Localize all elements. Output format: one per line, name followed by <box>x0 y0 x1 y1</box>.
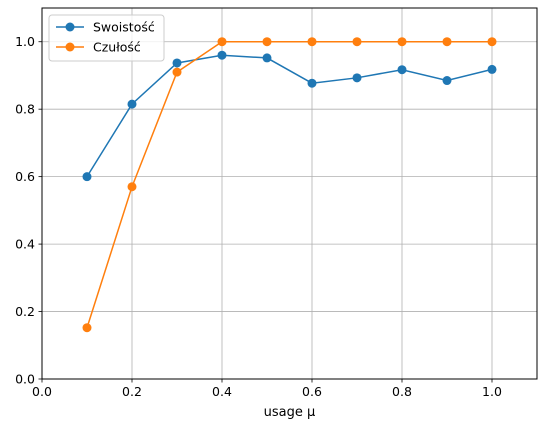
data-point <box>352 37 362 47</box>
x-axis-label: usage μ <box>264 405 316 420</box>
data-point <box>217 50 227 60</box>
y-tick-label: 0.2 <box>15 304 35 319</box>
legend-label: Swoistość <box>93 20 155 35</box>
plot-frame <box>41 7 538 380</box>
data-point <box>487 64 497 74</box>
y-tick-label: 0.8 <box>15 102 35 117</box>
x-tick-label: 0.8 <box>392 384 412 399</box>
legend-label: Czułość <box>93 40 141 55</box>
data-series <box>82 37 497 333</box>
data-point <box>307 37 317 47</box>
data-point <box>487 37 497 47</box>
data-point <box>127 99 137 109</box>
data-point <box>127 182 137 192</box>
series-line <box>86 54 493 178</box>
legend-item: Czułość <box>56 40 141 55</box>
x-tick-label: 1.0 <box>482 384 502 399</box>
x-tick-label: 0.6 <box>302 384 322 399</box>
data-point <box>397 65 407 75</box>
grid-lines <box>41 8 537 380</box>
series-1 <box>82 50 497 182</box>
data-point <box>442 76 452 86</box>
data-point <box>262 37 272 47</box>
data-point <box>82 323 92 333</box>
data-point <box>82 172 92 182</box>
data-point <box>262 53 272 63</box>
x-tick-label: 0.0 <box>32 384 52 399</box>
data-point <box>172 67 182 77</box>
y-tick-label: 0.6 <box>15 169 35 184</box>
x-tick-label: 0.4 <box>212 384 232 399</box>
data-point <box>307 78 317 88</box>
series-2 <box>82 37 497 333</box>
series-line <box>86 40 492 328</box>
axis-ticks: 0.0 0.2 0.4 0.6 0.8 1.0 0.0 0.2 0.4 0.6 0.8 1.0 <box>15 34 502 399</box>
legend: Swoistość Czułość <box>48 14 165 62</box>
data-point <box>217 37 227 47</box>
data-point <box>442 37 452 47</box>
legend-marker <box>65 42 75 52</box>
data-point <box>172 58 182 68</box>
legend-marker <box>65 22 75 32</box>
x-tick-label: 0.2 <box>122 384 142 399</box>
y-tick-label: 0.4 <box>15 237 35 252</box>
data-point <box>397 37 407 47</box>
y-tick-label: 0.0 <box>15 372 35 387</box>
y-tick-label: 1.0 <box>15 34 35 49</box>
data-point <box>352 73 362 83</box>
legend-item: Swoistość <box>56 20 155 35</box>
